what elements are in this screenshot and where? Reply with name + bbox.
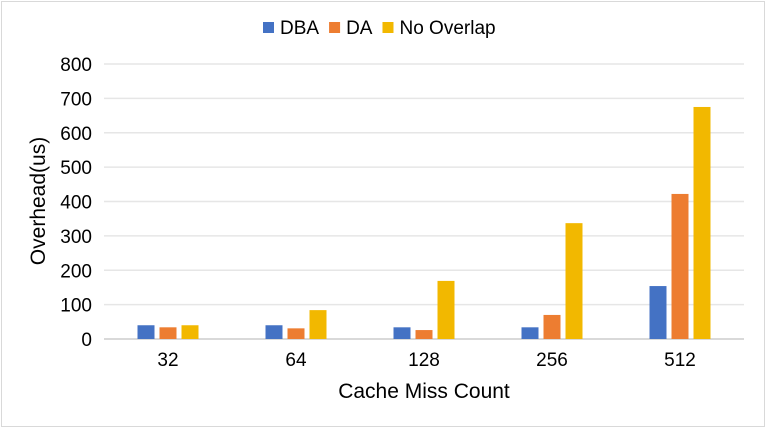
legend-swatch	[329, 22, 341, 33]
bar-da	[543, 314, 561, 339]
x-tick-label: 128	[408, 350, 440, 371]
y-tick-label: 200	[60, 261, 92, 282]
bar-no-overlap	[309, 310, 327, 339]
bar-da	[287, 328, 305, 339]
bar-no-overlap	[693, 106, 711, 339]
x-axis-label: Cache Miss Count	[338, 380, 510, 403]
y-axis-label: Overhead(us)	[27, 137, 50, 265]
bar-da	[671, 193, 689, 339]
bar-no-overlap	[565, 223, 583, 339]
y-tick-label: 600	[60, 124, 92, 145]
bar-no-overlap	[437, 280, 455, 339]
bar-dba	[521, 327, 539, 339]
legend-swatch	[382, 22, 394, 33]
x-tick-label: 512	[664, 350, 696, 371]
bar-da	[159, 327, 177, 339]
x-tick-label: 64	[285, 350, 307, 371]
y-tick-label: 500	[60, 158, 92, 179]
legend-label: DBA	[280, 18, 319, 39]
bar-dba	[649, 286, 667, 339]
x-tick-label: 32	[157, 350, 178, 371]
bar-no-overlap	[181, 325, 199, 339]
legend-label: DA	[346, 18, 373, 39]
bar-da	[415, 330, 433, 339]
legend-label: No Overlap	[399, 18, 495, 39]
y-tick-label: 700	[60, 89, 92, 110]
bar-dba	[265, 325, 283, 339]
bar-dba	[393, 327, 411, 339]
y-tick-label: 0	[81, 330, 92, 351]
x-tick-label: 256	[536, 350, 568, 371]
y-tick-label: 800	[60, 55, 92, 76]
y-tick-label: 400	[60, 193, 92, 214]
y-tick-label: 100	[60, 296, 92, 317]
bar-dba	[137, 325, 155, 339]
legend-swatch	[263, 22, 274, 33]
y-tick-label: 300	[60, 227, 92, 248]
